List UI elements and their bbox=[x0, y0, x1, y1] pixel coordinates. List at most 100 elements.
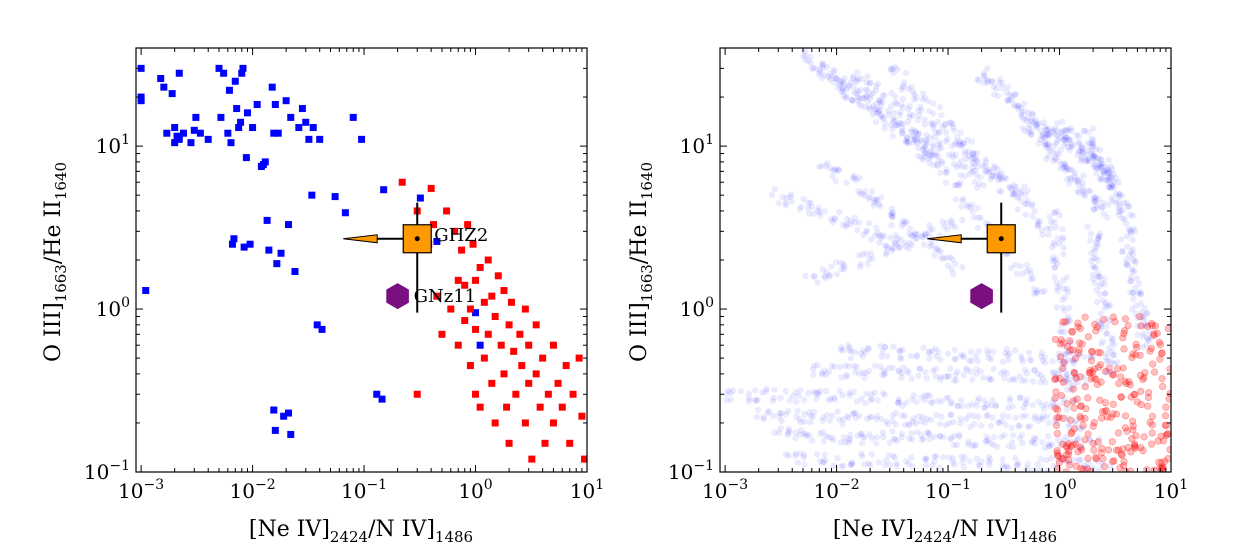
blue-dense-point bbox=[923, 455, 930, 463]
blue-dense-point bbox=[882, 249, 890, 257]
blue-dense-point bbox=[911, 229, 919, 237]
blue-dense-point bbox=[881, 391, 888, 399]
blue-dense-point bbox=[858, 75, 866, 83]
red-dense-point bbox=[1057, 336, 1065, 344]
blue-dense-point bbox=[828, 263, 835, 270]
blue-dense-point bbox=[1018, 431, 1025, 439]
blue-dense-point bbox=[984, 411, 991, 419]
blue-dense-point bbox=[858, 102, 865, 110]
blue-dense-point bbox=[957, 415, 964, 422]
blue-dense-point bbox=[802, 431, 810, 438]
blue-dense-point bbox=[999, 456, 1006, 463]
blue-dense-point bbox=[950, 270, 957, 278]
blue-dense-point bbox=[930, 124, 937, 131]
blue-dense-point bbox=[810, 371, 817, 378]
red-dense-point bbox=[1059, 414, 1067, 422]
blue-dense-point bbox=[1134, 331, 1141, 339]
blue-dense-point bbox=[994, 165, 1002, 173]
blue-dense-point bbox=[819, 62, 826, 69]
blue-dense-point bbox=[826, 165, 834, 172]
blue-dense-point bbox=[894, 66, 901, 73]
blue-dense-point bbox=[877, 234, 885, 242]
blue-dense-point bbox=[807, 419, 814, 426]
blue-dense-point bbox=[859, 95, 867, 102]
blue-dense-point bbox=[1107, 163, 1115, 170]
blue-dense-point bbox=[1054, 402, 1061, 410]
red-dense-point bbox=[1058, 364, 1067, 373]
red-point bbox=[518, 362, 526, 370]
blue-dense-point bbox=[1005, 442, 1012, 450]
blue-dense-point bbox=[1059, 277, 1067, 284]
blue-dense-point bbox=[1078, 153, 1086, 161]
blue-dense-point bbox=[1066, 376, 1073, 383]
red-dense-point bbox=[1063, 400, 1071, 408]
blue-point bbox=[271, 426, 279, 434]
blue-dense-point bbox=[999, 358, 1007, 366]
blue-dense-point bbox=[949, 124, 957, 131]
blue-dense-point bbox=[949, 454, 957, 462]
red-dense-point bbox=[1076, 412, 1084, 421]
blue-dense-point bbox=[1005, 413, 1012, 421]
blue-dense-point bbox=[850, 410, 857, 418]
blue-dense-point bbox=[856, 174, 863, 182]
blue-dense-point bbox=[954, 181, 962, 188]
left-plot-frame bbox=[135, 47, 588, 473]
red-dense-point bbox=[1078, 340, 1086, 348]
blue-dense-point bbox=[926, 355, 933, 362]
blue-dense-point bbox=[865, 195, 873, 202]
blue-dense-point bbox=[989, 78, 996, 85]
blue-dense-point bbox=[1006, 184, 1014, 192]
blue-dense-point bbox=[1137, 290, 1144, 298]
blue-dense-point bbox=[922, 231, 930, 238]
blue-dense-point bbox=[1021, 191, 1028, 198]
blue-dense-point bbox=[916, 365, 923, 372]
blue-dense-point bbox=[1103, 176, 1111, 184]
blue-dense-point bbox=[950, 441, 957, 449]
blue-point bbox=[239, 64, 247, 72]
blue-dense-point bbox=[932, 129, 939, 136]
blue-dense-point bbox=[785, 425, 793, 433]
blue-dense-point bbox=[927, 119, 934, 127]
blue-dense-point bbox=[1031, 366, 1038, 374]
blue-dense-point bbox=[983, 76, 991, 83]
blue-dense-point bbox=[846, 344, 853, 351]
blue-dense-point bbox=[891, 63, 899, 71]
red-dense-point bbox=[1119, 462, 1128, 470]
blue-dense-point bbox=[905, 369, 912, 377]
blue-dense-point bbox=[1059, 236, 1066, 243]
blue-dense-point bbox=[983, 433, 990, 440]
blue-dense-point bbox=[824, 160, 831, 167]
blue-dense-point bbox=[1106, 301, 1114, 309]
blue-dense-point bbox=[1110, 360, 1118, 367]
blue-dense-point bbox=[942, 179, 949, 186]
blue-dense-point bbox=[938, 112, 945, 119]
blue-dense-point bbox=[778, 417, 785, 424]
blue-dense-point bbox=[1047, 403, 1055, 411]
blue-dense-point bbox=[899, 402, 906, 410]
blue-dense-point bbox=[1048, 441, 1056, 448]
blue-dense-point bbox=[1056, 134, 1063, 142]
blue-dense-point bbox=[890, 343, 897, 350]
blue-dense-point bbox=[874, 229, 881, 236]
blue-dense-point bbox=[976, 462, 984, 470]
blue-dense-point bbox=[922, 142, 929, 150]
blue-dense-point bbox=[957, 138, 964, 145]
left-x-label-num-sub: 2424 bbox=[330, 528, 368, 546]
red-point bbox=[480, 354, 488, 362]
blue-dense-point bbox=[1095, 165, 1102, 172]
blue-dense-point bbox=[954, 402, 962, 410]
blue-dense-point bbox=[807, 59, 815, 67]
blue-dense-point bbox=[1017, 262, 1024, 270]
red-dense-point bbox=[1098, 444, 1106, 452]
blue-dense-point bbox=[1144, 336, 1151, 343]
blue-dense-point bbox=[1054, 287, 1061, 295]
blue-dense-point bbox=[970, 149, 977, 157]
red-dense-point bbox=[1155, 338, 1164, 346]
blue-dense-point bbox=[967, 368, 974, 375]
red-dense-point bbox=[1051, 335, 1060, 344]
blue-dense-point bbox=[1012, 376, 1019, 383]
blue-dense-point bbox=[1104, 201, 1112, 208]
red-dense-point bbox=[1069, 441, 1077, 449]
red-dense-point bbox=[1051, 375, 1059, 384]
red-dense-point bbox=[1144, 402, 1152, 410]
